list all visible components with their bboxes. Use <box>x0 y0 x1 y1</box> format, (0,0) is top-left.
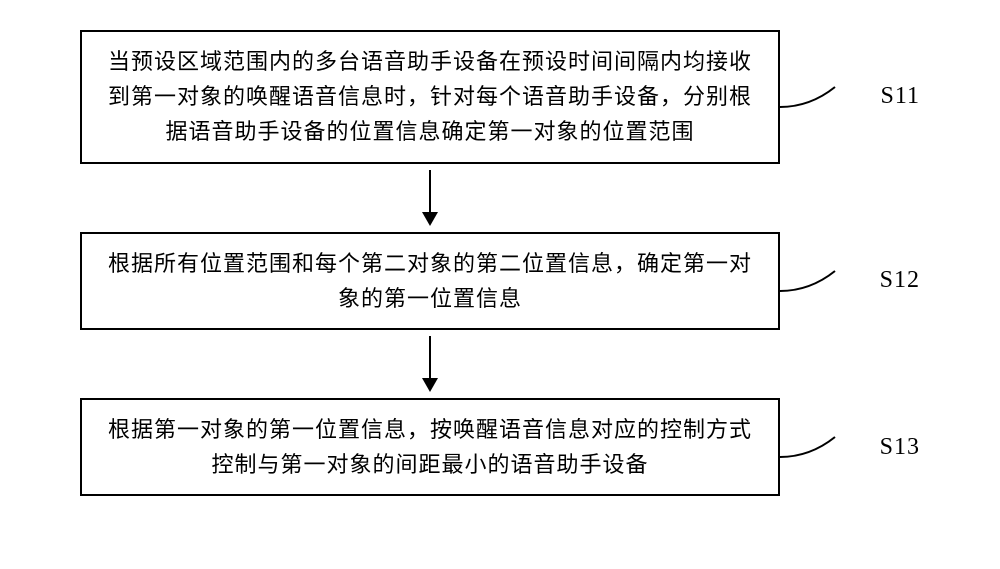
flow-step-label: S13 <box>876 434 920 461</box>
flow-step-text: 当预设区域范围内的多台语音助手设备在预设时间间隔内均接收到第一对象的唤醒语音信息… <box>102 44 758 150</box>
flow-connector <box>780 266 840 296</box>
flow-label-col: S11 <box>780 83 920 110</box>
flow-row: 当预设区域范围内的多台语音助手设备在预设时间间隔内均接收到第一对象的唤醒语音信息… <box>80 30 920 164</box>
flowchart-container: 当预设区域范围内的多台语音助手设备在预设时间间隔内均接收到第一对象的唤醒语音信息… <box>80 30 920 496</box>
flow-step-box: 根据第一对象的第一位置信息，按唤醒语音信息对应的控制方式控制与第一对象的间距最小… <box>80 398 780 496</box>
flow-label-col: S12 <box>780 267 920 294</box>
flow-step-label: S11 <box>877 83 920 110</box>
flow-arrow <box>80 164 780 232</box>
flow-row: 根据第一对象的第一位置信息，按唤醒语音信息对应的控制方式控制与第一对象的间距最小… <box>80 398 920 496</box>
flow-connector <box>780 432 840 462</box>
flow-arrow <box>80 330 780 398</box>
flow-label-col: S13 <box>780 434 920 461</box>
flow-step-text: 根据所有位置范围和每个第二对象的第二位置信息，确定第一对象的第一位置信息 <box>102 246 758 316</box>
flow-connector <box>780 82 840 112</box>
flow-step-box: 当预设区域范围内的多台语音助手设备在预设时间间隔内均接收到第一对象的唤醒语音信息… <box>80 30 780 164</box>
flow-step-box: 根据所有位置范围和每个第二对象的第二位置信息，确定第一对象的第一位置信息 <box>80 232 780 330</box>
flow-step-text: 根据第一对象的第一位置信息，按唤醒语音信息对应的控制方式控制与第一对象的间距最小… <box>102 412 758 482</box>
flow-row: 根据所有位置范围和每个第二对象的第二位置信息，确定第一对象的第一位置信息 S12 <box>80 232 920 330</box>
flow-step-label: S12 <box>876 267 920 294</box>
